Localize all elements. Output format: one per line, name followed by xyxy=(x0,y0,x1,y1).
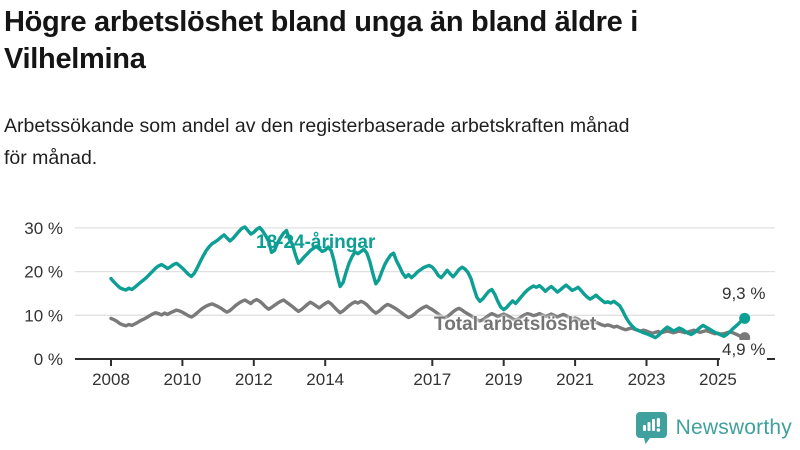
series-end-dot-18-24-åringar xyxy=(739,312,751,324)
x-tick-label: 2017 xyxy=(413,370,451,389)
x-tick-label: 2008 xyxy=(92,370,130,389)
x-tick-label: 2014 xyxy=(306,370,344,389)
end-value-youth: 9,3 % xyxy=(722,284,766,303)
newsworthy-logo-icon xyxy=(635,412,667,444)
title-line1: Högre arbetslöshet bland unga än bland ä… xyxy=(4,6,638,38)
series-line-Total arbetslöshet xyxy=(109,297,747,340)
y-tick-label: 0 % xyxy=(34,350,63,369)
end-value-total: 4,9 % xyxy=(720,340,768,360)
series-label-youth: 18-24-åringar xyxy=(256,232,376,253)
x-tick-label: 2019 xyxy=(485,370,523,389)
x-tick-label: 2010 xyxy=(163,370,201,389)
title-line2: Vilhelmina xyxy=(4,43,146,75)
subtitle-line1: Arbetssökande som andel av den registerb… xyxy=(4,115,630,137)
x-tick-label: 2012 xyxy=(235,370,273,389)
subtitle-line2: för månad. xyxy=(4,147,98,169)
page-title: Högre arbetslöshet bland unga än bland ä… xyxy=(4,4,794,78)
newsworthy-branding[interactable]: Newsworthy xyxy=(635,411,792,444)
y-tick-label: 20 % xyxy=(24,263,63,282)
y-tick-label: 10 % xyxy=(24,306,63,325)
x-tick-label: 2025 xyxy=(699,370,737,389)
newsworthy-logo-text: Newsworthy xyxy=(675,415,792,439)
series-line-18-24-åringar xyxy=(109,225,747,340)
x-tick-label: 2023 xyxy=(628,370,666,389)
x-tick-label: 2021 xyxy=(556,370,594,389)
chart-subtitle: Arbetssökande som andel av den registerb… xyxy=(4,110,794,174)
series-label-total: Total arbetslöshet xyxy=(434,314,597,335)
y-tick-label: 30 % xyxy=(24,219,63,238)
